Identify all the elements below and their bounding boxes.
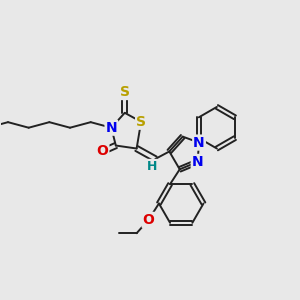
Text: N: N — [192, 155, 203, 169]
Text: S: S — [136, 115, 146, 129]
Text: S: S — [120, 85, 130, 99]
Text: H: H — [147, 160, 157, 173]
Text: N: N — [193, 136, 205, 150]
Text: O: O — [97, 145, 108, 158]
Text: O: O — [142, 213, 154, 227]
Text: N: N — [106, 121, 117, 135]
